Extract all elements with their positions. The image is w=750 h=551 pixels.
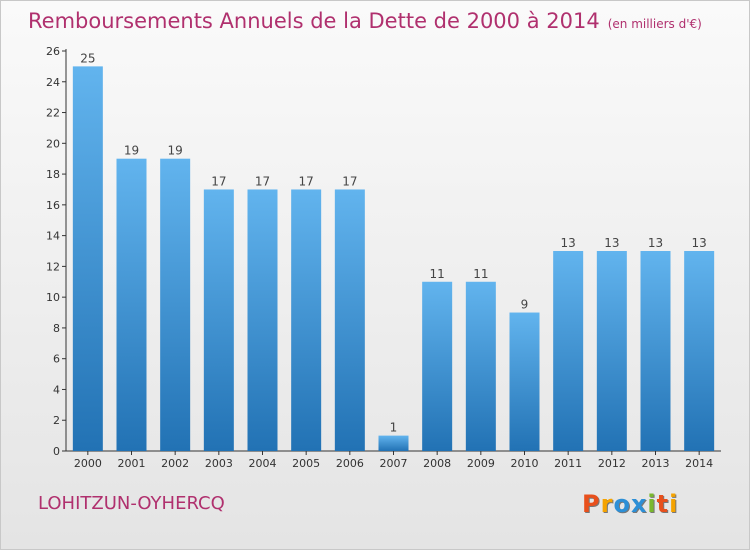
y-tick-label: 2 bbox=[53, 414, 60, 427]
data-label: 17 bbox=[255, 174, 270, 188]
bar bbox=[509, 312, 540, 451]
x-tick-label: 2014 bbox=[685, 457, 713, 470]
bar bbox=[160, 158, 191, 451]
proxiti-logo: Proxiti bbox=[582, 490, 678, 518]
y-tick-label: 4 bbox=[53, 383, 60, 396]
y-tick-label: 14 bbox=[46, 230, 60, 243]
x-tick-label: 2012 bbox=[598, 457, 626, 470]
logo-letter: i bbox=[647, 490, 657, 518]
bar bbox=[203, 189, 234, 451]
x-tick-label: 2007 bbox=[380, 457, 408, 470]
data-label: 9 bbox=[521, 298, 529, 312]
data-label: 11 bbox=[430, 267, 445, 281]
logo-letter: t bbox=[656, 490, 670, 518]
logo-letter: o bbox=[613, 490, 631, 518]
data-label: 25 bbox=[80, 51, 95, 65]
data-label: 17 bbox=[299, 174, 314, 188]
bar bbox=[596, 251, 627, 451]
chart-title-text: Remboursements Annuels de la Dette de 20… bbox=[28, 9, 600, 33]
x-tick-label: 2003 bbox=[205, 457, 233, 470]
x-tick-label: 2011 bbox=[554, 457, 582, 470]
x-tick-label: 2008 bbox=[423, 457, 451, 470]
logo-letter: r bbox=[600, 490, 614, 518]
y-tick-label: 20 bbox=[46, 137, 60, 150]
y-tick-label: 12 bbox=[46, 260, 60, 273]
x-tick-label: 2000 bbox=[74, 457, 102, 470]
y-tick-label: 16 bbox=[46, 199, 60, 212]
x-tick-label: 2010 bbox=[511, 457, 539, 470]
data-label: 13 bbox=[648, 236, 663, 250]
x-tick-label: 2001 bbox=[118, 457, 146, 470]
logo-letter: x bbox=[630, 490, 648, 518]
y-tick-label: 0 bbox=[53, 445, 60, 458]
bar bbox=[422, 281, 453, 451]
chart-subtitle: (en milliers d'€) bbox=[607, 17, 702, 31]
bar bbox=[291, 189, 322, 451]
data-label: 13 bbox=[692, 236, 707, 250]
y-tick-label: 24 bbox=[46, 76, 60, 89]
bar bbox=[684, 251, 715, 451]
data-label: 19 bbox=[124, 144, 139, 158]
data-label: 17 bbox=[211, 174, 226, 188]
x-tick-label: 2013 bbox=[642, 457, 670, 470]
bar bbox=[553, 251, 584, 451]
data-label: 13 bbox=[604, 236, 619, 250]
bar bbox=[334, 189, 365, 451]
data-label: 19 bbox=[168, 144, 183, 158]
x-tick-label: 2006 bbox=[336, 457, 364, 470]
x-tick-label: 2005 bbox=[292, 457, 320, 470]
logo-letter: i bbox=[669, 490, 679, 518]
y-tick-label: 22 bbox=[46, 107, 60, 120]
y-tick-label: 6 bbox=[53, 353, 60, 366]
y-tick-label: 10 bbox=[46, 291, 60, 304]
bar bbox=[116, 158, 147, 451]
data-label: 17 bbox=[342, 174, 357, 188]
y-tick-label: 8 bbox=[53, 322, 60, 335]
bar bbox=[247, 189, 278, 451]
x-tick-label: 2002 bbox=[161, 457, 189, 470]
chart-title: Remboursements Annuels de la Dette de 20… bbox=[28, 9, 702, 33]
data-label: 1 bbox=[390, 421, 398, 435]
data-label: 11 bbox=[473, 267, 488, 281]
bar bbox=[72, 66, 103, 451]
bar bbox=[378, 435, 409, 451]
data-label: 13 bbox=[561, 236, 576, 250]
bar bbox=[465, 281, 496, 451]
location-name: LOHITZUN-OYHERCQ bbox=[38, 493, 225, 514]
x-tick-label: 2004 bbox=[249, 457, 277, 470]
bar bbox=[640, 251, 671, 451]
logo-letter: P bbox=[582, 490, 601, 518]
x-tick-label: 2009 bbox=[467, 457, 495, 470]
y-tick-label: 26 bbox=[46, 45, 60, 58]
y-tick-label: 18 bbox=[46, 168, 60, 181]
